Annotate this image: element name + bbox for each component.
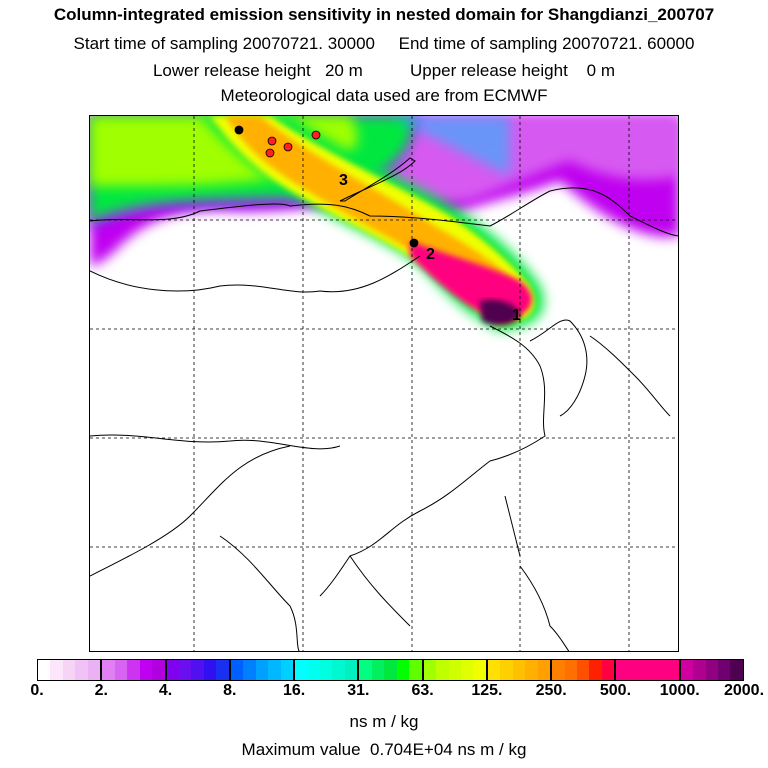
red-marker bbox=[265, 148, 275, 158]
colorbar-cell bbox=[525, 660, 538, 680]
colorbar-cell bbox=[191, 660, 204, 680]
colorbar-tick-label: 125. bbox=[471, 682, 503, 699]
emission-sensitivity-field bbox=[90, 116, 678, 331]
colorbar-tick-label: 31. bbox=[347, 682, 370, 699]
colorbar-cell bbox=[255, 660, 269, 680]
colorbar-cell bbox=[628, 660, 642, 680]
colorbar-cell bbox=[512, 660, 526, 680]
colorbar-cell bbox=[216, 660, 231, 680]
colorbar-cell bbox=[319, 660, 333, 680]
colorbar-tick-label: 16. bbox=[282, 682, 306, 699]
black-marker bbox=[409, 238, 419, 248]
point-label-1: 1 bbox=[512, 307, 521, 324]
colorbar-cell bbox=[243, 660, 256, 680]
red-marker bbox=[283, 142, 293, 152]
colorbar-cell bbox=[50, 660, 63, 680]
maximum-value: Maximum value 0.704E+04 ns m / kg bbox=[241, 740, 527, 759]
colorbar-tick-label: 0. bbox=[30, 682, 44, 699]
colorbar-cell bbox=[396, 660, 410, 680]
markers bbox=[234, 125, 419, 248]
colorbar-cell bbox=[616, 660, 629, 680]
plot-title: Column-integrated emission sensitivity i… bbox=[53, 5, 715, 24]
colorbar-cell bbox=[280, 660, 296, 680]
colorbar-cell bbox=[307, 660, 320, 680]
colorbar-cell bbox=[127, 660, 140, 680]
colorbar-cell bbox=[166, 660, 179, 680]
red-marker bbox=[267, 136, 277, 146]
colorbar-cell bbox=[87, 660, 103, 680]
sampling-time-line: Start time of sampling 20070721. 30000 E… bbox=[73, 34, 695, 53]
colorbar-cell bbox=[448, 660, 461, 680]
black-marker bbox=[234, 125, 244, 135]
grid-lines bbox=[90, 116, 678, 651]
colorbar-tick-label: 250. bbox=[535, 682, 567, 699]
colorbar-tick-label: 2000. bbox=[723, 682, 765, 699]
release-height-line: Lower release height 20 m Upper release … bbox=[152, 61, 616, 80]
colorbar-cell bbox=[230, 660, 244, 680]
met-data-line: Meteorological data used are from ECMWF bbox=[220, 86, 548, 105]
map-panel: 1 2 3 bbox=[89, 115, 679, 652]
colorbar-cell bbox=[409, 660, 424, 680]
colorbar-cell bbox=[552, 660, 565, 680]
colorbar-cell bbox=[423, 660, 437, 680]
colorbar-cell bbox=[487, 660, 501, 680]
colorbar-cell bbox=[114, 660, 128, 680]
colorbar-cell bbox=[460, 660, 474, 680]
colorbar-cell bbox=[718, 660, 731, 680]
colorbar-cell bbox=[693, 660, 706, 680]
colorbar-cell bbox=[295, 660, 308, 680]
colorbar-cell bbox=[601, 660, 617, 680]
colorbar-cell bbox=[268, 660, 281, 680]
colorbar-tick-label: 1000. bbox=[659, 682, 700, 699]
colorbar-cell bbox=[641, 660, 654, 680]
colorbar-cell bbox=[436, 660, 449, 680]
colorbar-cell bbox=[577, 660, 590, 680]
colorbar-cell bbox=[359, 660, 372, 680]
colorbar-tick-label: 500. bbox=[599, 682, 632, 699]
colorbar-cell bbox=[705, 660, 719, 680]
sensitivity-map: 1 2 3 bbox=[90, 116, 678, 651]
colorbar-cell bbox=[203, 660, 217, 680]
colorbar-cell bbox=[139, 660, 153, 680]
point-label-2: 2 bbox=[426, 246, 435, 263]
colorbar-cell bbox=[680, 660, 694, 680]
colorbar-tick-label: 63. bbox=[411, 682, 434, 699]
colorbar-tick-label: 4. bbox=[158, 682, 173, 699]
colorbar-cell bbox=[384, 660, 397, 680]
colorbar-cell bbox=[102, 660, 115, 680]
colorbar-cell bbox=[75, 660, 88, 680]
colorbar-cell bbox=[537, 660, 553, 680]
colorbar-cell bbox=[332, 660, 345, 680]
colorbar-cell bbox=[371, 660, 385, 680]
colorbar-cell bbox=[38, 660, 51, 680]
colorbar-cell bbox=[152, 660, 167, 680]
colorbar-cell bbox=[589, 660, 602, 680]
colorbar-cell bbox=[344, 660, 360, 680]
colorbar-tick-label: 2. bbox=[94, 682, 108, 699]
colorbar-cell bbox=[730, 660, 743, 680]
coastlines-borders bbox=[90, 157, 678, 651]
colorbar-cell bbox=[500, 660, 513, 680]
colorbar-tick-label: 8. bbox=[223, 682, 237, 699]
colorbar bbox=[37, 659, 744, 681]
red-marker bbox=[311, 130, 321, 140]
colorbar-cell bbox=[564, 660, 578, 680]
colorbar-cell bbox=[666, 660, 681, 680]
colorbar-cell bbox=[178, 660, 192, 680]
colorbar-cell bbox=[62, 660, 76, 680]
colorbar-cell bbox=[653, 660, 667, 680]
colorbar-cell bbox=[473, 660, 488, 680]
point-label-3: 3 bbox=[339, 172, 348, 189]
colorbar-units: ns m / kg bbox=[349, 712, 419, 731]
